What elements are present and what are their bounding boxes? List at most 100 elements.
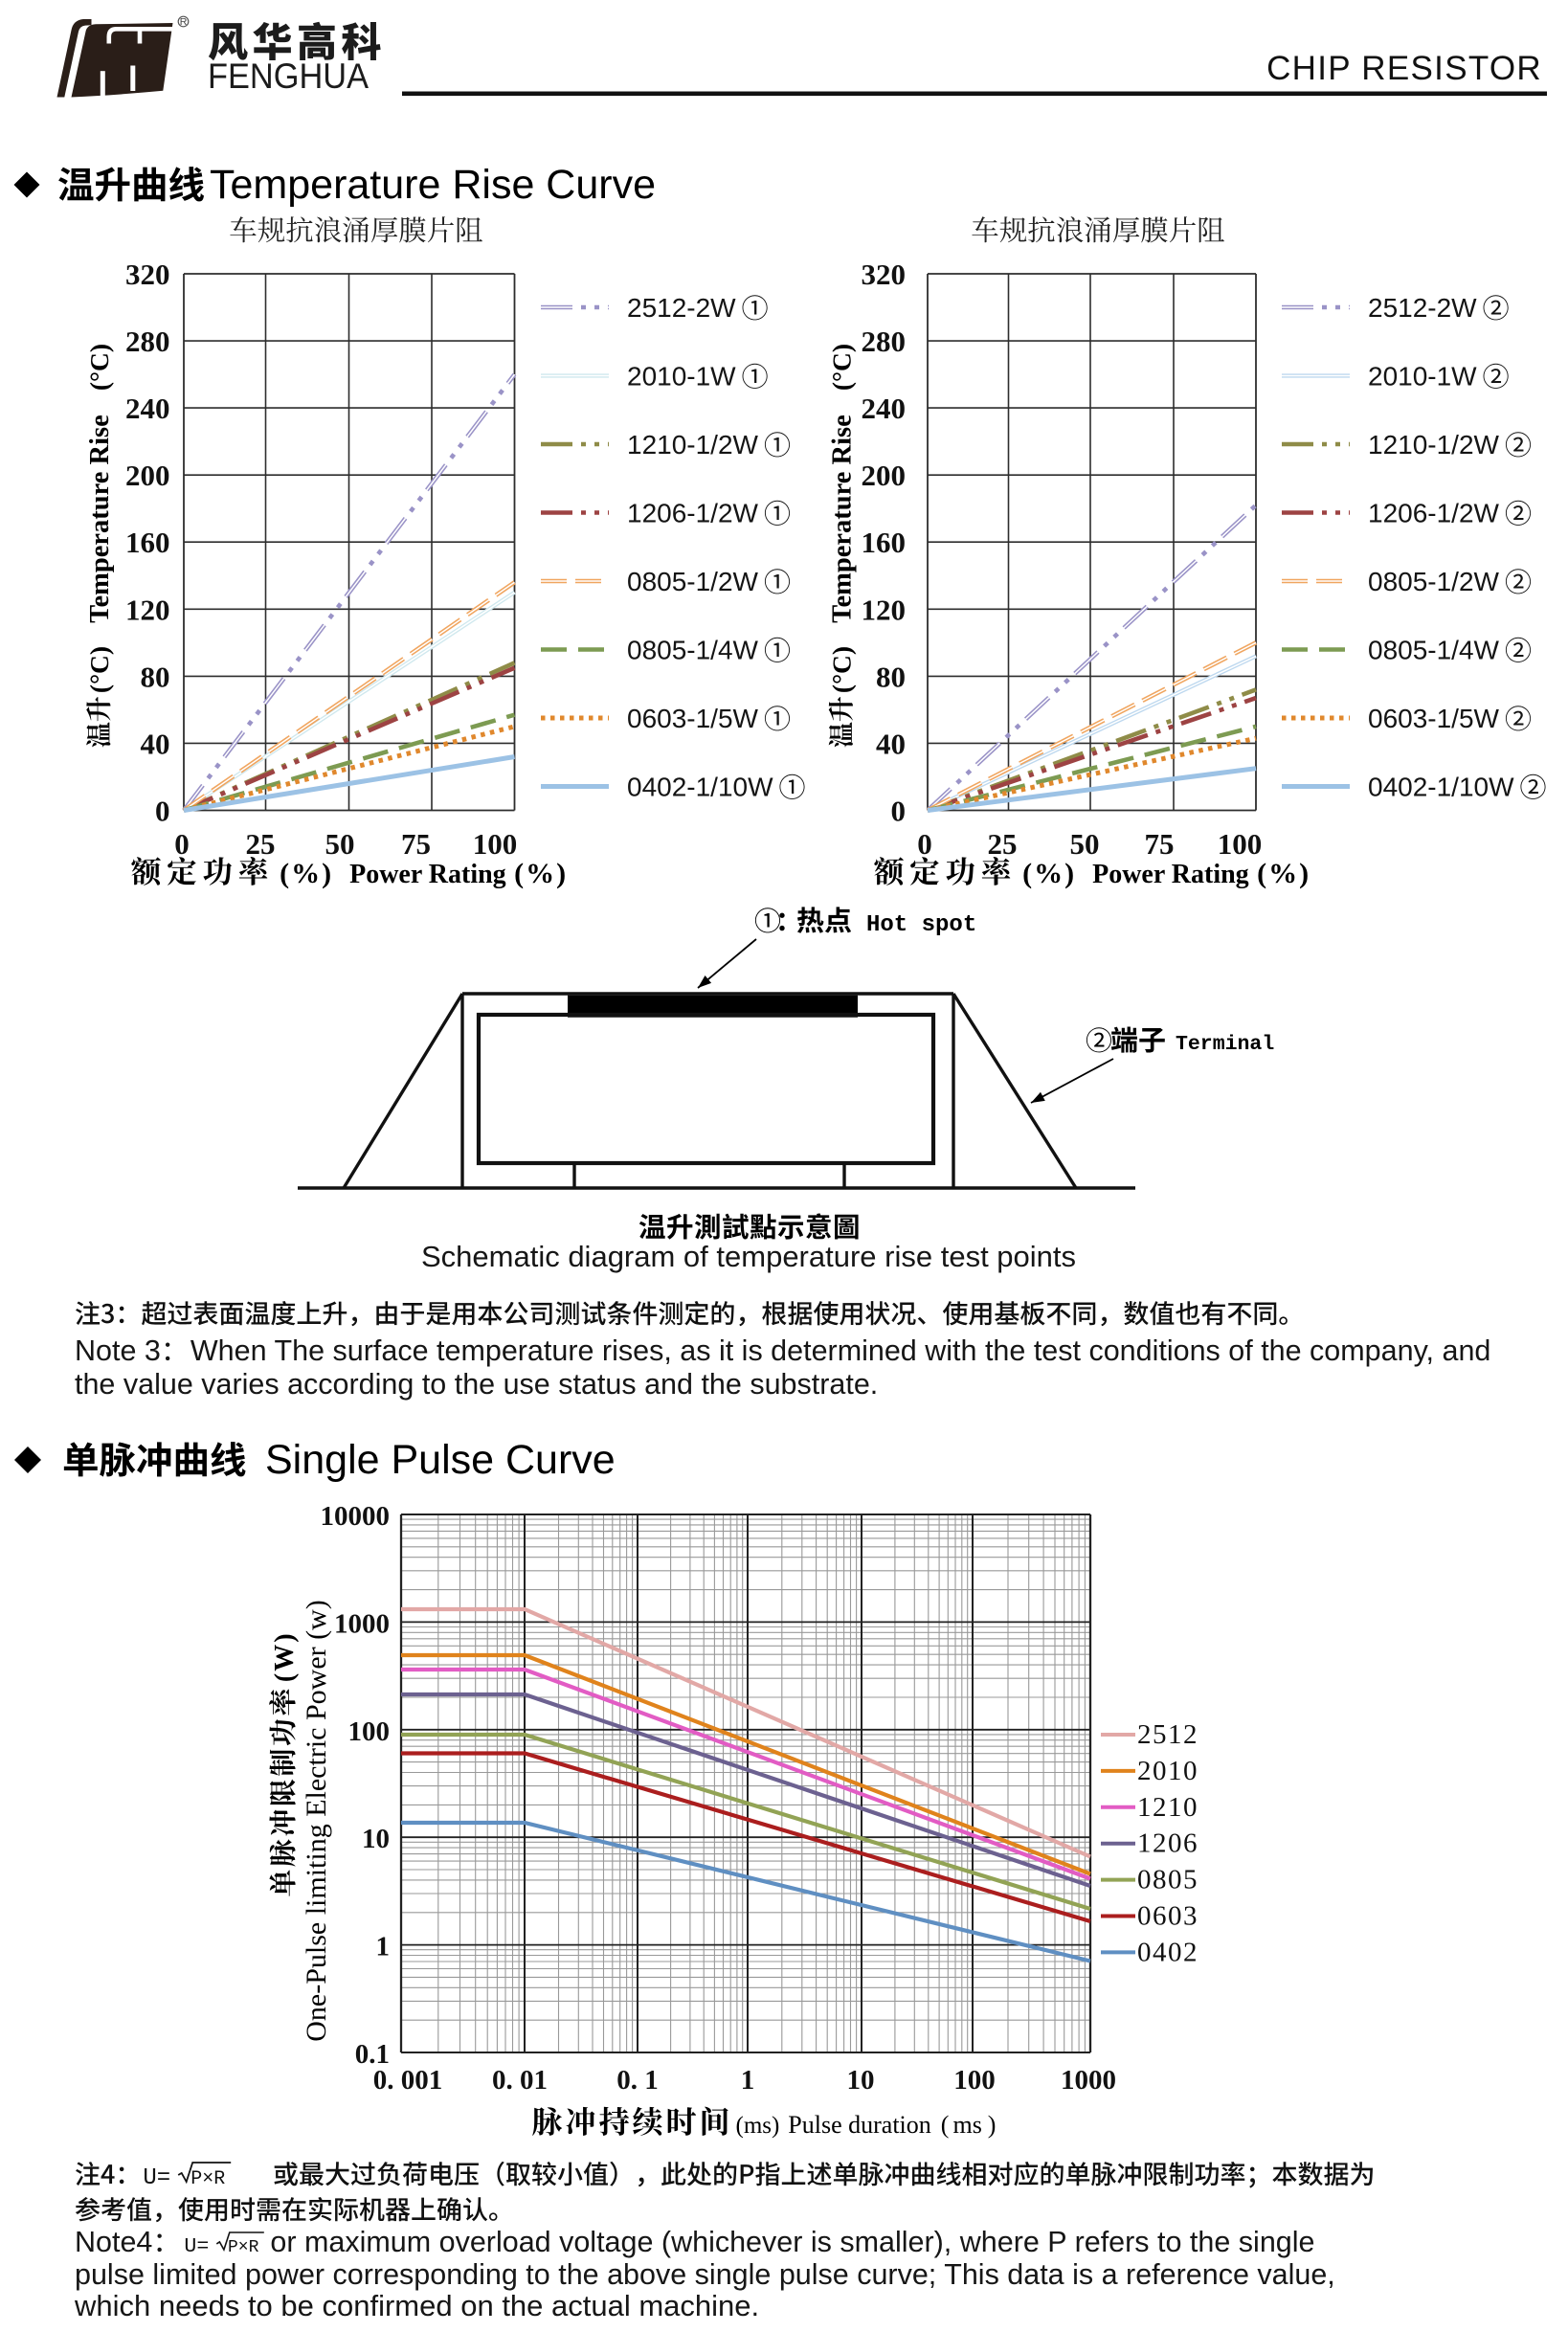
- svg-text:Hot spot: Hot spot: [866, 912, 976, 938]
- svg-text:Power Rating: Power Rating: [349, 860, 506, 889]
- svg-text:240: 240: [125, 392, 170, 425]
- svg-text:FENGHUA: FENGHUA: [208, 56, 369, 96]
- svg-text:CHIP RESISTOR: CHIP RESISTOR: [1266, 50, 1542, 87]
- svg-text:R: R: [180, 16, 188, 28]
- svg-text:50: 50: [325, 827, 355, 861]
- svg-text:Temperature Rise Curve: Temperature Rise Curve: [210, 162, 656, 208]
- svg-text:0. 01: 0. 01: [492, 2065, 548, 2096]
- svg-text:Temperature Rise: Temperature Rise: [85, 415, 115, 623]
- svg-text:0: 0: [917, 827, 932, 861]
- svg-text:0402: 0402: [1137, 1937, 1198, 1967]
- svg-text:(%): (%): [514, 858, 568, 889]
- svg-text:100: 100: [953, 2065, 996, 2096]
- svg-text:0.1: 0.1: [355, 2039, 390, 2070]
- svg-text:or maximum overload voltage (w: or maximum overload voltage (whichever i…: [270, 2226, 1314, 2258]
- svg-text:120: 120: [125, 593, 170, 626]
- svg-text:Single Pulse Curve: Single Pulse Curve: [265, 1437, 616, 1483]
- svg-text:Note4: Note4: [75, 2226, 152, 2258]
- svg-text:0805-1/2W: 0805-1/2W: [1368, 567, 1500, 596]
- svg-text:which needs to be confirmed on: which needs to be confirmed on the actua…: [74, 2289, 759, 2322]
- svg-text:0603-1/5W: 0603-1/5W: [627, 704, 759, 733]
- svg-text:1: 1: [376, 1932, 391, 1962]
- svg-text:25: 25: [988, 827, 1018, 861]
- svg-text:50: 50: [1070, 827, 1100, 861]
- svg-text:Pulse duration: Pulse duration: [788, 2111, 931, 2139]
- svg-text:10: 10: [847, 2065, 875, 2096]
- svg-text:40: 40: [876, 727, 906, 760]
- svg-text:0: 0: [155, 795, 170, 828]
- svg-text:(: (: [941, 2111, 950, 2139]
- svg-text:0. 1: 0. 1: [616, 2065, 659, 2096]
- svg-text:P×R: P×R: [228, 2238, 259, 2257]
- svg-text:2512-2W: 2512-2W: [1368, 293, 1477, 323]
- svg-text:0402-1/10W: 0402-1/10W: [1368, 773, 1514, 802]
- svg-text:One-Pulse limiting Electric Po: One-Pulse limiting Electric Power (w): [301, 1600, 332, 2042]
- svg-text:160: 160: [125, 526, 170, 559]
- svg-text:200: 200: [125, 459, 170, 492]
- svg-text:1000: 1000: [1061, 2065, 1116, 2096]
- svg-text:0603-1/5W: 0603-1/5W: [1368, 704, 1500, 733]
- svg-text:280: 280: [125, 325, 170, 358]
- svg-text:(ms): (ms): [736, 2113, 780, 2139]
- svg-text:(°C): (°C): [827, 344, 857, 391]
- svg-text:75: 75: [1145, 827, 1175, 861]
- svg-text:Terminal: Terminal: [1176, 1033, 1274, 1056]
- svg-text:80: 80: [876, 660, 906, 693]
- svg-text:pulse limited power correspond: pulse limited power corresponding to the…: [75, 2258, 1335, 2291]
- svg-text:0: 0: [174, 827, 190, 861]
- svg-text:2010-1W: 2010-1W: [627, 362, 736, 392]
- svg-text:1000: 1000: [334, 1608, 390, 1639]
- svg-text:200: 200: [862, 459, 907, 492]
- svg-text:280: 280: [862, 325, 907, 358]
- svg-text:320: 320: [862, 258, 907, 291]
- svg-text:2010: 2010: [1137, 1756, 1198, 1786]
- svg-text:0603: 0603: [1137, 1901, 1198, 1932]
- svg-text:0805-1/2W: 0805-1/2W: [627, 567, 759, 596]
- svg-text:100: 100: [1218, 827, 1263, 861]
- svg-text:240: 240: [862, 392, 907, 425]
- svg-text:75: 75: [401, 827, 431, 861]
- svg-text:10: 10: [362, 1824, 390, 1854]
- svg-text:120: 120: [862, 593, 907, 626]
- svg-text:1206-1/2W: 1206-1/2W: [627, 499, 759, 528]
- svg-text:1206: 1206: [1137, 1828, 1198, 1859]
- svg-text:1: 1: [741, 2065, 755, 2096]
- svg-text:Temperature Rise: Temperature Rise: [828, 415, 858, 623]
- svg-text:): ): [988, 2111, 997, 2139]
- svg-text:When The surface temperature r: When The surface temperature rises, as i…: [190, 1334, 1491, 1367]
- svg-text:the value varies according to: the value varies according to the use st…: [75, 1368, 878, 1401]
- svg-text:100: 100: [348, 1716, 391, 1747]
- svg-text:320: 320: [125, 258, 170, 291]
- svg-text:0. 001: 0. 001: [373, 2065, 443, 2096]
- svg-text:0: 0: [891, 795, 907, 828]
- svg-text:2512: 2512: [1137, 1719, 1198, 1750]
- svg-text:100: 100: [473, 827, 518, 861]
- svg-text:(°C): (°C): [84, 344, 114, 391]
- svg-text:Note 3: Note 3: [75, 1334, 161, 1367]
- svg-text:(°C): (°C): [84, 646, 114, 693]
- svg-text:25: 25: [246, 827, 276, 861]
- svg-text:(°C): (°C): [827, 646, 857, 693]
- svg-text:1206-1/2W: 1206-1/2W: [1368, 499, 1500, 528]
- svg-text:1210: 1210: [1137, 1792, 1198, 1823]
- svg-text:(%): (%): [1022, 858, 1076, 889]
- svg-text:U=: U=: [184, 2235, 209, 2258]
- svg-text:2010-1W: 2010-1W: [1368, 362, 1477, 392]
- svg-text:2512-2W: 2512-2W: [627, 293, 736, 323]
- svg-text:P×R: P×R: [190, 2168, 225, 2190]
- svg-text:80: 80: [141, 660, 170, 693]
- svg-text:U=: U=: [143, 2165, 170, 2191]
- svg-text:0805-1/4W: 0805-1/4W: [1368, 636, 1500, 665]
- svg-text:1210-1/2W: 1210-1/2W: [1368, 430, 1500, 460]
- svg-text:(%): (%): [280, 858, 333, 889]
- svg-text:0805-1/4W: 0805-1/4W: [627, 636, 759, 665]
- svg-text:1210-1/2W: 1210-1/2W: [627, 430, 759, 460]
- svg-text:0402-1/10W: 0402-1/10W: [627, 773, 773, 802]
- svg-text:ms: ms: [953, 2111, 982, 2139]
- svg-text:(%): (%): [1257, 858, 1310, 889]
- svg-text:(W): (W): [270, 1631, 300, 1682]
- svg-text:Power Rating: Power Rating: [1092, 860, 1249, 889]
- svg-text:40: 40: [141, 727, 170, 760]
- svg-text:10000: 10000: [321, 1501, 391, 1532]
- svg-text:0805: 0805: [1137, 1865, 1198, 1895]
